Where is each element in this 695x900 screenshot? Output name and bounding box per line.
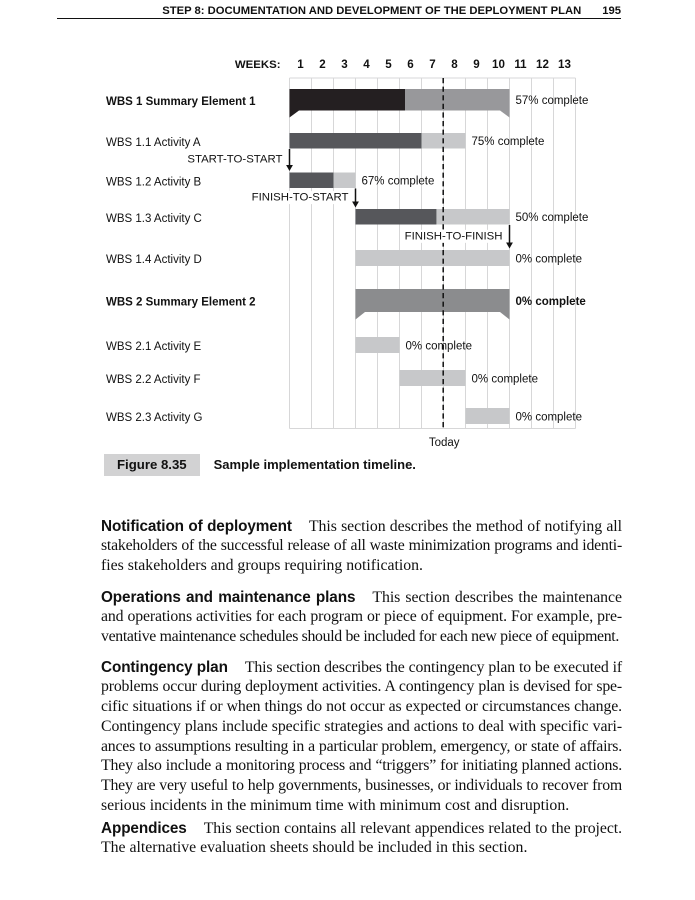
percent-complete-label: 0% complete [516,296,586,308]
task-bar-remaining [399,370,466,386]
gantt-row [355,289,510,320]
percent-complete-label: 0% complete [406,340,472,352]
body-line: ventative maintenance schedules should b… [101,628,619,646]
week-tick: 13 [558,58,571,71]
link-label-backdrop [248,191,352,205]
gantt-row [355,209,510,225]
task-bar-remaining [436,209,510,225]
percent-complete-label: 50% complete [516,212,589,224]
link-label: FINISH-TO-FINISH [405,230,503,242]
row-label: WBS 1.3 Activity C [106,213,202,225]
body-line: Contingency plan This section describes t… [101,658,622,676]
link-label-backdrop [401,229,506,243]
body-line: Notification of deployment This section d… [101,517,622,535]
task-bar-remaining [355,250,510,266]
figure-number: Figure 8.35 [104,454,200,476]
body-line: The alternative evaluation sheets should… [101,839,528,857]
body-line: problems occur during deployment activit… [101,678,622,696]
task-bar-remaining [333,172,356,188]
summary-bar [355,289,510,320]
gantt-row [289,133,466,149]
link-arrowhead [352,201,359,208]
week-tick: 9 [473,58,480,71]
summary-bar-remaining [405,89,510,118]
gantt-row [355,250,510,266]
body-line: They also include a monitoring process a… [101,757,622,775]
figure-caption-text: Sample implementation timeline. [213,457,416,472]
week-tick: 4 [363,58,370,71]
percent-complete-label: 0% complete [516,253,582,265]
summary-bar-complete [289,89,405,118]
body-line: and operations activities for each progr… [101,608,622,626]
percent-complete-label: 0% complete [516,411,582,423]
week-tick: 12 [536,58,549,71]
figure-caption: Figure 8.35 Sample implementation timelin… [104,454,416,476]
paragraph: Appendices This section contains all rele… [101,819,622,859]
paragraph-heading: Notification of deployment [101,517,292,535]
link-label-backdrop [184,153,286,167]
gantt-row [465,408,510,424]
paragraph: Notification of deployment This section d… [101,517,622,576]
percent-complete-label: 75% complete [472,136,545,148]
today-label: Today [429,437,460,449]
percent-complete-label: 67% complete [362,176,435,188]
running-head: STEP 8: DOCUMENTATION AND DEVELOPMENT OF… [57,0,621,19]
task-bar-complete [289,133,422,149]
gantt-row [289,89,510,118]
row-label: WBS 1.4 Activity D [106,254,202,266]
week-tick: 3 [341,58,348,71]
week-tick: 10 [492,58,505,71]
link-label: FINISH-TO-START [252,192,349,204]
percent-complete-label: 0% complete [472,373,538,385]
task-bar-complete [289,172,334,188]
row-label: WBS 1.1 Activity A [106,137,201,149]
paragraph-heading: Operations and maintenance plans [101,588,356,606]
week-tick: 7 [429,58,435,71]
week-tick: 2 [319,58,325,71]
body-line: They are very useful to help governments… [101,777,622,795]
body-line: serious incidents in the minimum time wi… [101,797,570,815]
link-label: START-TO-START [187,154,282,166]
week-tick: 5 [385,58,392,71]
task-bar-complete [355,209,437,225]
body-line: Contingency plans include specific strat… [101,717,622,735]
row-label: WBS 1 Summary Element 1 [106,96,256,108]
row-label: WBS 2.2 Activity F [106,374,201,386]
gantt-row [355,337,400,353]
body-line: Operations and maintenance plans This sec… [101,588,622,606]
body-line: Appendices This section contains all rele… [101,819,622,837]
body-line: cific situations if or when things do no… [101,698,622,716]
week-tick: 6 [407,58,414,71]
paragraph-heading: Contingency plan [101,658,228,676]
body-line: stakeholders of the successful release o… [101,537,622,555]
row-label: WBS 2.1 Activity E [106,341,202,353]
link-arrowhead [506,242,513,249]
running-head-title: STEP 8: DOCUMENTATION AND DEVELOPMENT OF… [162,5,582,17]
paragraph-heading: Appendices [101,819,187,837]
row-label: WBS 2 Summary Element 2 [106,297,256,309]
page-number: 195 [602,5,621,17]
gantt-row [399,370,466,386]
paragraph: Contingency plan This section describes t… [101,658,622,816]
weeks-axis-label: WEEKS: [235,59,281,71]
task-bar-remaining [465,408,510,424]
row-label: WBS 2.3 Activity G [106,412,203,424]
paragraph: Operations and maintenance plans This sec… [101,588,622,647]
body-line: fies stakeholders and groups requiring n… [101,557,424,575]
task-bar-remaining [355,337,400,353]
gantt-chart: WEEKS: 1 2 3 4 5 6 7 8 9 10 11 12 13 WBS 1 Summary Ele… [106,58,589,449]
row-label: WBS 1.2 Activity B [106,176,202,188]
percent-complete-label: 57% complete [516,95,589,107]
link-arrowhead [286,165,293,171]
week-tick: 1 [297,58,304,71]
gantt-row [289,172,356,188]
week-tick: 11 [514,58,527,71]
week-tick: 8 [451,58,458,71]
body-line: ances to assumptions resulting in a part… [101,737,622,755]
